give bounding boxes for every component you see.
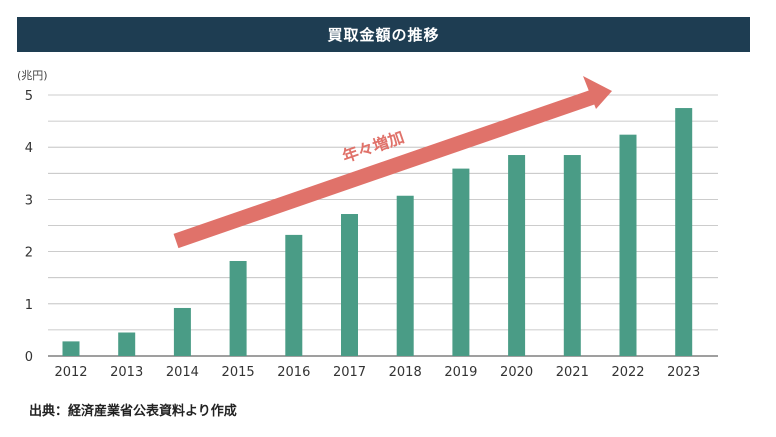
chart-title: 買取金額の推移 (327, 26, 440, 44)
bar-2015 (229, 260, 247, 356)
y-tick-label: 1 (25, 298, 33, 313)
x-tick-label: 2014 (166, 365, 199, 380)
x-tick-label: 2017 (333, 365, 366, 380)
trend-arrow: 年々増加 (173, 76, 612, 249)
x-tick-label: 2016 (277, 365, 310, 380)
x-tick-label: 2020 (500, 365, 533, 380)
bar-2012 (62, 341, 80, 356)
x-tick-label: 2021 (556, 365, 589, 380)
unit-label: (兆円) (17, 69, 48, 82)
bar-2017 (341, 214, 358, 356)
x-tick-label: 2022 (611, 365, 644, 380)
chart-title-bar: 買取金額の推移 (17, 17, 750, 52)
bar-2019 (452, 168, 470, 356)
bar-2023 (675, 108, 693, 356)
y-tick-label: 0 (25, 350, 33, 365)
y-tick-label: 2 (25, 246, 33, 261)
x-tick-label: 2012 (54, 365, 87, 380)
bar-2016 (285, 234, 303, 356)
source-note: 出典：経済産業省公表資料より作成 (29, 404, 237, 419)
y-tick-label: 3 (25, 193, 33, 208)
x-tick-label: 2023 (667, 365, 700, 380)
x-tick-label: 2013 (110, 365, 143, 380)
bar-2022 (619, 134, 637, 356)
bar-2014 (173, 307, 191, 356)
x-tick-label: 2018 (389, 365, 422, 380)
bar-2021 (563, 155, 581, 356)
bar-2018 (396, 195, 414, 356)
x-tick-label: 2019 (444, 365, 477, 380)
y-tick-label: 4 (25, 141, 33, 156)
y-tick-label: 5 (25, 89, 33, 104)
trend-arrow-shaft (173, 89, 596, 249)
bar-2013 (118, 332, 136, 356)
x-tick-label: 2015 (222, 365, 255, 380)
bar-2020 (508, 155, 526, 356)
trend-arrow-head (583, 76, 612, 109)
